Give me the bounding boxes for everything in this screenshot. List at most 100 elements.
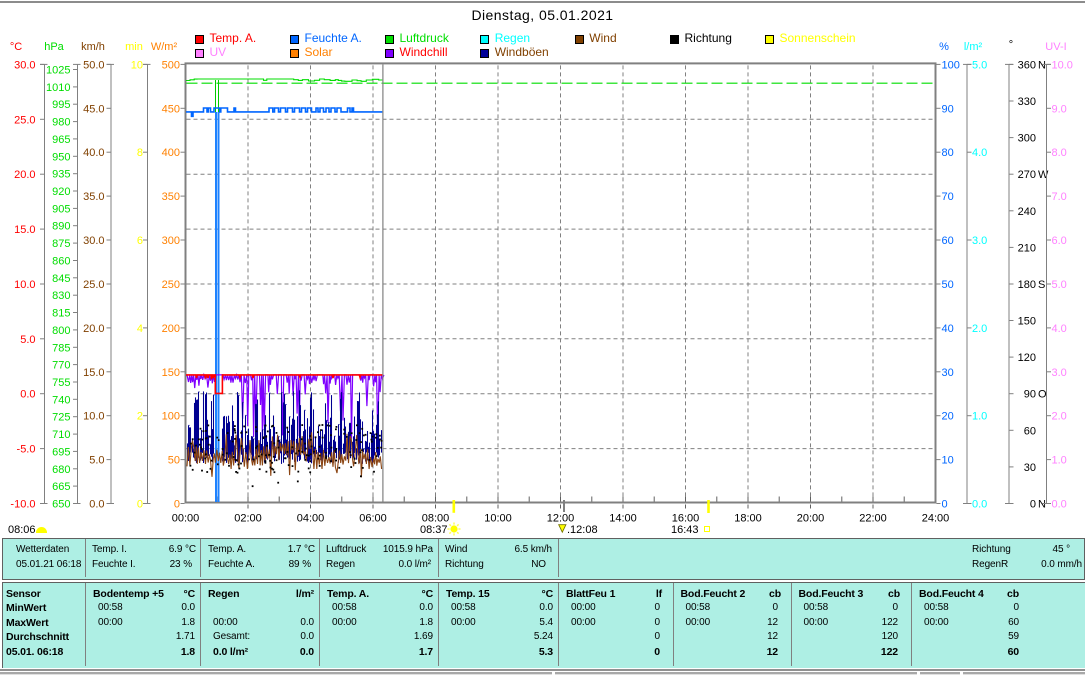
svg-text:25.0: 25.0 bbox=[83, 279, 104, 291]
svg-text:330: 330 bbox=[1018, 96, 1036, 108]
svg-text:km/h: km/h bbox=[81, 41, 105, 53]
svg-text:830: 830 bbox=[52, 290, 70, 302]
svg-text:20:00: 20:00 bbox=[797, 513, 825, 525]
svg-text:15.0: 15.0 bbox=[14, 224, 35, 236]
svg-text:935: 935 bbox=[52, 169, 70, 181]
svg-text:08:00: 08:00 bbox=[422, 513, 450, 525]
svg-text:20.0: 20.0 bbox=[14, 169, 35, 181]
svg-text:10: 10 bbox=[131, 59, 143, 71]
svg-text:755: 755 bbox=[52, 377, 70, 389]
svg-text:8.0: 8.0 bbox=[1052, 147, 1067, 159]
svg-text:N: N bbox=[1038, 59, 1046, 71]
svg-text:4.0: 4.0 bbox=[1052, 323, 1067, 335]
svg-text:710: 710 bbox=[52, 429, 70, 441]
svg-text:920: 920 bbox=[52, 186, 70, 198]
svg-text:10.0: 10.0 bbox=[83, 411, 104, 423]
svg-text:-5.0: -5.0 bbox=[17, 444, 36, 456]
svg-text:6.0: 6.0 bbox=[1052, 235, 1067, 247]
svg-text:80: 80 bbox=[942, 147, 954, 159]
svg-text:12:00: 12:00 bbox=[547, 513, 575, 525]
svg-text:0: 0 bbox=[174, 499, 180, 511]
svg-text:10.0: 10.0 bbox=[14, 279, 35, 291]
svg-text:24:00: 24:00 bbox=[922, 513, 950, 525]
svg-text:18:00: 18:00 bbox=[734, 513, 762, 525]
svg-text:770: 770 bbox=[52, 360, 70, 372]
svg-text:905: 905 bbox=[52, 203, 70, 215]
svg-text:450: 450 bbox=[162, 103, 180, 115]
svg-text:S: S bbox=[1038, 279, 1045, 291]
svg-text:9.0: 9.0 bbox=[1052, 103, 1067, 115]
svg-text:40: 40 bbox=[942, 323, 954, 335]
svg-text:40.0: 40.0 bbox=[83, 147, 104, 159]
svg-text:14:00: 14:00 bbox=[609, 513, 637, 525]
svg-text:30.0: 30.0 bbox=[83, 235, 104, 247]
svg-text:725: 725 bbox=[52, 412, 70, 424]
svg-text:120: 120 bbox=[1018, 352, 1036, 364]
svg-text:00:00: 00:00 bbox=[172, 513, 200, 525]
svg-text:1.0: 1.0 bbox=[972, 411, 987, 423]
svg-text:360: 360 bbox=[1018, 59, 1036, 71]
svg-text:180: 180 bbox=[1018, 279, 1036, 291]
svg-text:250: 250 bbox=[162, 279, 180, 291]
svg-text:-10.0: -10.0 bbox=[10, 499, 35, 511]
svg-text:665: 665 bbox=[52, 481, 70, 493]
svg-text:%: % bbox=[939, 41, 949, 53]
svg-text:UV-I: UV-I bbox=[1045, 41, 1066, 53]
svg-text:8: 8 bbox=[137, 147, 143, 159]
svg-text:5.0: 5.0 bbox=[89, 455, 104, 467]
svg-text:45.0: 45.0 bbox=[83, 103, 104, 115]
svg-text:6: 6 bbox=[137, 235, 143, 247]
svg-text:1010: 1010 bbox=[46, 82, 70, 94]
svg-text:980: 980 bbox=[52, 117, 70, 129]
svg-text:785: 785 bbox=[52, 342, 70, 354]
svg-text:815: 815 bbox=[52, 308, 70, 320]
svg-text:10: 10 bbox=[942, 455, 954, 467]
svg-text:15.0: 15.0 bbox=[83, 367, 104, 379]
svg-text:0: 0 bbox=[137, 499, 143, 511]
svg-text:90: 90 bbox=[942, 103, 954, 115]
svg-text:845: 845 bbox=[52, 273, 70, 285]
svg-text:4: 4 bbox=[137, 323, 143, 335]
svg-text:650: 650 bbox=[52, 499, 70, 511]
svg-text:2.0: 2.0 bbox=[972, 323, 987, 335]
svg-text:W/m²: W/m² bbox=[151, 41, 178, 53]
svg-text:50.0: 50.0 bbox=[83, 59, 104, 71]
svg-text:995: 995 bbox=[52, 99, 70, 111]
svg-text:0: 0 bbox=[942, 499, 948, 511]
svg-text:50: 50 bbox=[168, 455, 180, 467]
svg-text:100: 100 bbox=[942, 59, 960, 71]
svg-text:30: 30 bbox=[1024, 462, 1036, 474]
svg-text:950: 950 bbox=[52, 151, 70, 163]
svg-text:0.0: 0.0 bbox=[89, 499, 104, 511]
svg-text:16:00: 16:00 bbox=[672, 513, 700, 525]
svg-text:800: 800 bbox=[52, 325, 70, 337]
svg-text:06:00: 06:00 bbox=[359, 513, 387, 525]
svg-text:150: 150 bbox=[162, 367, 180, 379]
svg-text:90: 90 bbox=[1024, 389, 1036, 401]
svg-text:1025: 1025 bbox=[46, 65, 70, 77]
svg-text:965: 965 bbox=[52, 134, 70, 146]
svg-text:60: 60 bbox=[1024, 425, 1036, 437]
svg-text:3.0: 3.0 bbox=[1052, 367, 1067, 379]
svg-text:02:00: 02:00 bbox=[234, 513, 262, 525]
svg-text:°C: °C bbox=[10, 41, 22, 53]
svg-text:04:00: 04:00 bbox=[297, 513, 325, 525]
svg-text:695: 695 bbox=[52, 446, 70, 458]
svg-text:400: 400 bbox=[162, 147, 180, 159]
svg-text:60: 60 bbox=[942, 235, 954, 247]
svg-text:0.0: 0.0 bbox=[972, 499, 987, 511]
svg-text:300: 300 bbox=[1018, 133, 1036, 145]
svg-text:30: 30 bbox=[942, 367, 954, 379]
svg-text:100: 100 bbox=[162, 411, 180, 423]
svg-text:200: 200 bbox=[162, 323, 180, 335]
svg-text:240: 240 bbox=[1018, 206, 1036, 218]
svg-text:860: 860 bbox=[52, 256, 70, 268]
svg-text:5.0: 5.0 bbox=[20, 334, 35, 346]
svg-text:210: 210 bbox=[1018, 242, 1036, 254]
svg-text:22:00: 22:00 bbox=[859, 513, 887, 525]
svg-text:2.0: 2.0 bbox=[1052, 411, 1067, 423]
svg-text:2: 2 bbox=[137, 411, 143, 423]
svg-text:300: 300 bbox=[162, 235, 180, 247]
svg-text:°: ° bbox=[1009, 39, 1013, 51]
svg-text:680: 680 bbox=[52, 464, 70, 476]
